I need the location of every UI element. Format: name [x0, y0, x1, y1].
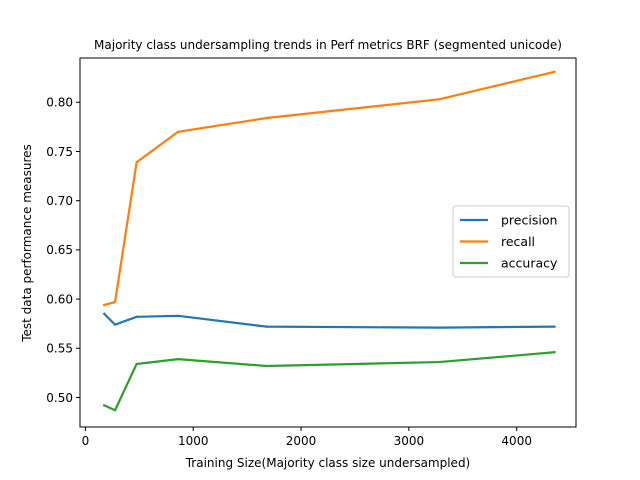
legend-label-precision: precision [501, 213, 557, 228]
data-point-accuracy [437, 360, 441, 364]
x-tick-label: 2000 [286, 434, 317, 448]
data-point-recall [135, 161, 138, 164]
legend: precision recall accuracy [452, 205, 570, 278]
x-axis-ticks: 0 1000 2000 3000 4000 [82, 427, 532, 448]
x-tick-label: 4000 [501, 434, 532, 448]
y-tick-label: 0.75 [46, 145, 73, 159]
data-point-accuracy [265, 364, 268, 368]
data-point-accuracy [135, 362, 138, 366]
data-point-precision [177, 314, 180, 317]
x-tick-label: 3000 [394, 434, 425, 448]
legend-box [452, 205, 570, 278]
y-tick-label: 0.55 [46, 342, 73, 356]
y-tick-label: 0.65 [46, 243, 73, 257]
data-point-precision [135, 315, 138, 318]
y-tick-label: 0.70 [46, 194, 73, 208]
data-point-recall [437, 98, 441, 101]
chart-title: Majority class undersampling trends in P… [94, 38, 562, 52]
data-point-precision [553, 325, 556, 328]
data-point-accuracy [553, 351, 556, 354]
data-point-accuracy [103, 404, 106, 407]
data-point-recall [553, 70, 556, 73]
data-point-accuracy [113, 409, 117, 412]
legend-label-recall: recall [501, 234, 535, 249]
data-point-precision [103, 312, 106, 315]
plot-area [102, 70, 556, 412]
data-point-precision [437, 326, 441, 329]
x-tick-label: 0 [82, 434, 90, 448]
legend-label-accuracy: accuracy [501, 256, 558, 271]
data-point-precision [265, 325, 268, 328]
y-tick-label: 0.50 [46, 391, 73, 405]
data-point-recall [177, 130, 180, 133]
axes-frame [79, 57, 577, 428]
data-point-recall [103, 303, 106, 307]
y-tick-label: 0.80 [46, 96, 73, 110]
x-tick-label: 1000 [178, 434, 209, 448]
y-axis-ticks: 0.50 0.55 0.60 0.65 0.70 0.75 0.80 [46, 96, 80, 405]
data-point-accuracy [177, 358, 180, 361]
data-point-recall [113, 300, 117, 304]
y-axis-label: Test data performance measures [20, 144, 34, 343]
data-point-precision [113, 323, 117, 326]
data-point-recall [265, 116, 268, 120]
y-tick-label: 0.60 [46, 292, 73, 306]
x-axis-label: Training Size(Majority class size unders… [185, 456, 471, 470]
